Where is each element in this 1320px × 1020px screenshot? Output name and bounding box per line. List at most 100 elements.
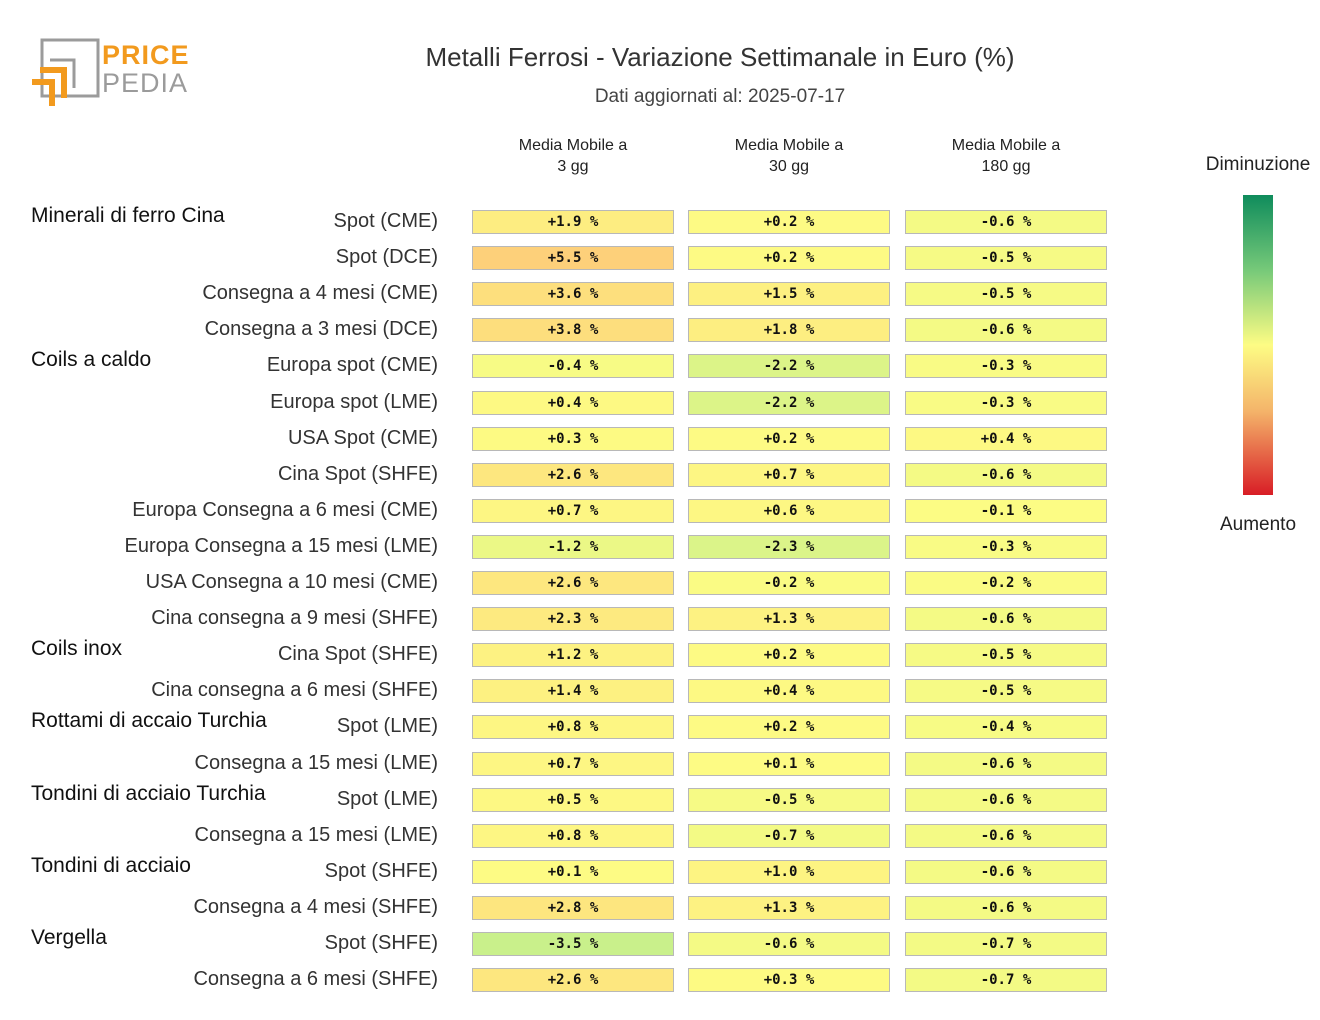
heatmap-cell: +2.6 %: [472, 462, 674, 487]
heatmap-cell: +0.2 %: [688, 210, 890, 234]
row-label: Europa spot (LME): [270, 390, 438, 413]
group-label: Minerali di ferro Cina: [31, 204, 225, 227]
heatmap-cell: -0.5 %: [905, 246, 1107, 271]
heatmap-cell: +0.2 %: [688, 246, 890, 271]
chart-title: Metalli Ferrosi - Variazione Settimanale…: [425, 42, 1015, 72]
heatmap-cell: -0.2 %: [688, 571, 890, 595]
heatmap-cell: +1.4 %: [472, 679, 674, 704]
heatmap-cell: -0.6 %: [688, 932, 890, 956]
heatmap-cell: -0.2 %: [905, 571, 1107, 595]
column-header: Media Mobile a 180 gg: [905, 135, 1107, 177]
heatmap-cell: +2.8 %: [472, 895, 674, 920]
heatmap-cell: -2.2 %: [688, 390, 890, 415]
heatmap-cell: +0.5 %: [472, 787, 674, 812]
column-header-line1: Media Mobile a: [518, 137, 628, 154]
column-header: Media Mobile a 30 gg: [688, 135, 890, 177]
heatmap-cell: -0.6 %: [905, 462, 1107, 487]
heatmap-cell: -0.6 %: [905, 823, 1107, 848]
legend-top-label: Diminuzione: [1205, 154, 1311, 175]
heatmap-cell: +1.2 %: [472, 643, 674, 668]
heatmap-cell: +1.3 %: [688, 607, 890, 632]
heatmap-cell: +0.2 %: [688, 715, 890, 740]
heatmap-cell: +1.3 %: [688, 895, 890, 920]
heatmap-cell: +0.7 %: [688, 462, 890, 487]
heatmap-cell: +0.6 %: [688, 498, 890, 523]
heatmap-cell: +0.4 %: [472, 390, 674, 415]
heatmap-cell: +5.5 %: [472, 246, 674, 271]
row-label: Consegna a 3 mesi (DCE): [204, 318, 438, 341]
heatmap-cell: +0.2 %: [688, 643, 890, 668]
heatmap-cell: -0.1 %: [905, 498, 1107, 523]
heatmap-cell: +0.4 %: [688, 679, 890, 704]
row-label: USA Consegna a 10 mesi (CME): [145, 571, 438, 593]
column-header-line1: Media Mobile a: [734, 137, 844, 154]
heatmap-cell: -0.6 %: [905, 787, 1107, 812]
row-label: Consegna a 4 mesi (SHFE): [193, 895, 438, 918]
heatmap-cell: -0.3 %: [905, 390, 1107, 415]
logo-icon: [32, 38, 100, 106]
row-label: Europa Consegna a 15 mesi (LME): [124, 534, 439, 557]
heatmap-cell: -0.5 %: [905, 282, 1107, 307]
heatmap-cell: +1.9 %: [472, 210, 674, 234]
heatmap-cell: -0.7 %: [905, 968, 1107, 993]
row-label: Consegna a 15 mesi (LME): [194, 823, 438, 846]
group-label: Coils a caldo: [31, 348, 152, 372]
column-header-line2: 3 gg: [557, 158, 589, 175]
row-label: Spot (CME): [333, 210, 438, 232]
row-label: Cina consegna a 6 mesi (SHFE): [151, 679, 438, 702]
row-label: Consegna a 4 mesi (CME): [202, 282, 438, 305]
heatmap-cell: -0.5 %: [905, 679, 1107, 704]
heatmap-cell: -0.3 %: [905, 354, 1107, 379]
heatmap-cell: -2.3 %: [688, 534, 890, 559]
heatmap-cell: +0.2 %: [688, 426, 890, 451]
heatmap-cell: +1.0 %: [688, 859, 890, 884]
row-label: Europa Consegna a 6 mesi (CME): [132, 498, 438, 521]
heatmap-cell: -3.5 %: [472, 932, 674, 956]
heatmap-cell: +0.4 %: [905, 426, 1107, 451]
legend-bottom-label: Aumento: [1219, 514, 1297, 535]
row-label: Spot (DCE): [335, 246, 438, 269]
group-label: Coils inox: [31, 637, 123, 661]
heatmap-cell: +2.3 %: [472, 607, 674, 632]
logo-text-pedia: PEDIA: [102, 68, 189, 98]
heatmap-cell: -0.6 %: [905, 607, 1107, 632]
heatmap-cell: +3.8 %: [472, 318, 674, 343]
row-label: Consegna a 6 mesi (SHFE): [193, 968, 438, 991]
heatmap-cell: -0.4 %: [472, 354, 674, 379]
row-label: Cina Spot (SHFE): [277, 643, 438, 666]
row-label: Spot (LME): [336, 787, 438, 810]
heatmap-cell: +0.1 %: [688, 751, 890, 776]
heatmap-cell: -2.2 %: [688, 354, 890, 379]
row-label: Europa spot (CME): [266, 354, 438, 377]
heatmap-cell: -0.6 %: [905, 859, 1107, 884]
group-label: Vergella: [31, 926, 107, 949]
row-label: Cina Spot (SHFE): [277, 462, 438, 485]
heatmap-cell: +0.1 %: [472, 859, 674, 884]
heatmap-cell: -0.6 %: [905, 895, 1107, 920]
heatmap-cell: +0.7 %: [472, 751, 674, 776]
heatmap-cell: -1.2 %: [472, 534, 674, 559]
row-label: Spot (LME): [336, 715, 438, 738]
heatmap-cell: +0.7 %: [472, 498, 674, 523]
logo-text-price: PRICE: [102, 40, 190, 70]
heatmap-cell: +0.8 %: [472, 715, 674, 740]
pricepedia-logo: PRICE PEDIA: [30, 38, 190, 110]
heatmap-cell: -0.4 %: [905, 715, 1107, 740]
heatmap-cell: +2.6 %: [472, 968, 674, 993]
heatmap-cell: -0.6 %: [905, 318, 1107, 343]
heatmap-cell: -0.6 %: [905, 210, 1107, 234]
column-header-line1: Media Mobile a: [951, 137, 1061, 154]
heatmap-cell: -0.7 %: [688, 823, 890, 848]
row-label: USA Spot (CME): [287, 426, 438, 449]
heatmap-cell: -0.5 %: [688, 787, 890, 812]
heatmap-cell: +3.6 %: [472, 282, 674, 307]
column-header-line2: 180 gg: [981, 158, 1031, 175]
row-label: Cina consegna a 9 mesi (SHFE): [151, 607, 438, 630]
heatmap-cell: -0.5 %: [905, 643, 1107, 668]
heatmap-cell: +2.6 %: [472, 571, 674, 595]
heatmap-cell: +0.3 %: [472, 426, 674, 451]
column-header: Media Mobile a 3 gg: [472, 135, 674, 177]
heatmap-cell: -0.6 %: [905, 751, 1107, 776]
chart-subtitle: Dati aggiornati al: 2025-07-17: [594, 86, 846, 107]
heatmap-cell: -0.3 %: [905, 534, 1107, 559]
